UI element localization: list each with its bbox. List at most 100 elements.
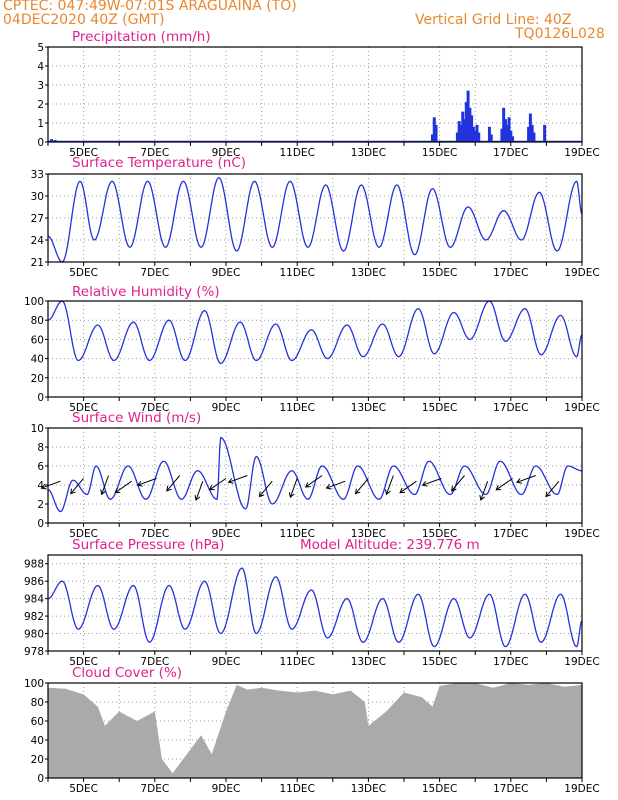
wind-arrow bbox=[41, 480, 61, 489]
x-tick-label: 13DEC bbox=[351, 656, 386, 668]
wind-arrow-head bbox=[385, 489, 391, 496]
header-date: 04DEC2020 40Z (GMT) bbox=[3, 12, 165, 28]
panel-frame bbox=[47, 682, 583, 779]
x-tick-label: 17DEC bbox=[493, 656, 528, 668]
x-tick-label: 13DEC bbox=[351, 528, 386, 540]
y-tick-label: 2 bbox=[37, 99, 44, 111]
precip-bar bbox=[477, 132, 481, 142]
wind-arrow-head bbox=[479, 494, 486, 501]
precip-bar bbox=[543, 124, 547, 142]
panel-title: Precipitation (mm/h) bbox=[72, 29, 211, 45]
wind-arrow bbox=[495, 477, 513, 491]
x-tick-label: 17DEC bbox=[493, 528, 528, 540]
y-tick-label: 3 bbox=[37, 80, 44, 92]
precip-bar bbox=[463, 119, 467, 142]
y-tick-label: 40 bbox=[31, 735, 44, 747]
x-tick-label: 7DEC bbox=[140, 656, 169, 668]
precip-bar bbox=[505, 124, 509, 142]
x-tick-label: 19DEC bbox=[564, 402, 599, 414]
wind-arrow bbox=[195, 481, 204, 501]
wind-arrow bbox=[289, 478, 298, 498]
wind-arrow bbox=[305, 475, 323, 488]
wind-arrow bbox=[386, 475, 394, 495]
wind-arrow-head bbox=[421, 480, 428, 487]
x-tick-label: 7DEC bbox=[140, 402, 169, 414]
x-tick-label: 5DEC bbox=[69, 783, 98, 795]
header-grid-line-note: Vertical Grid Line: 40Z bbox=[415, 12, 572, 28]
precip-bar bbox=[487, 126, 491, 142]
x-tick-label: 13DEC bbox=[351, 267, 386, 279]
precip-bar bbox=[464, 102, 468, 142]
precip-bar bbox=[502, 107, 506, 142]
x-tick-label: 9DEC bbox=[212, 528, 241, 540]
x-tick-label: 19DEC bbox=[564, 528, 599, 540]
x-tick-label: 9DEC bbox=[212, 147, 241, 159]
x-tick-label: 5DEC bbox=[69, 147, 98, 159]
wind-arrow-head bbox=[495, 485, 502, 491]
y-tick-label: 986 bbox=[24, 576, 44, 588]
y-tick-label: 100 bbox=[24, 678, 44, 690]
precip-bar bbox=[528, 113, 532, 142]
y-tick-label: 0 bbox=[37, 773, 44, 785]
y-tick-label: 27 bbox=[31, 213, 44, 225]
y-tick-label: 8 bbox=[37, 442, 44, 454]
y-tick-label: 0 bbox=[37, 392, 44, 404]
x-tick-label: 15DEC bbox=[422, 656, 457, 668]
y-tick-label: 0 bbox=[37, 518, 44, 530]
precip-bar bbox=[500, 128, 504, 142]
x-tick-label: 11DEC bbox=[279, 402, 314, 414]
wind-arrow-head bbox=[70, 488, 76, 495]
wind-arrow-head bbox=[354, 488, 361, 495]
y-tick-label: 21 bbox=[31, 257, 44, 269]
x-tick-label: 7DEC bbox=[140, 147, 169, 159]
wind-arrow-head bbox=[399, 487, 406, 494]
x-tick-label: 5DEC bbox=[69, 402, 98, 414]
line-series bbox=[47, 176, 583, 263]
x-tick-label: 11DEC bbox=[279, 267, 314, 279]
precip-bar bbox=[455, 132, 459, 142]
wind-arrow bbox=[137, 477, 157, 486]
x-tick-label: 13DEC bbox=[351, 402, 386, 414]
precip-bar bbox=[470, 115, 474, 142]
wind-arrow bbox=[228, 475, 248, 483]
wind-arrow-head bbox=[40, 483, 47, 490]
y-tick-label: 33 bbox=[31, 169, 44, 181]
x-tick-label: 17DEC bbox=[493, 267, 528, 279]
precip-bar bbox=[475, 124, 479, 142]
header-station: CPTEC: 047:49W-07:01S ARAGUAINA (TO) bbox=[3, 0, 297, 14]
wind-arrow bbox=[399, 480, 417, 494]
panel-title: Surface Temperature (nC) bbox=[72, 155, 246, 171]
y-tick-label: 982 bbox=[24, 611, 44, 623]
precip-bar bbox=[473, 130, 477, 142]
x-tick-label: 5DEC bbox=[69, 656, 98, 668]
panel-frame bbox=[47, 173, 583, 263]
wind-arrow bbox=[451, 475, 465, 492]
precip-bar bbox=[53, 140, 57, 142]
y-tick-label: 1 bbox=[37, 118, 44, 130]
y-tick-label: 20 bbox=[31, 754, 44, 766]
wind-arrow-head bbox=[545, 491, 551, 498]
wind-arrow bbox=[326, 480, 346, 489]
y-tick-label: 10 bbox=[31, 423, 44, 435]
x-tick-label: 5DEC bbox=[69, 267, 98, 279]
wind-arrow-head bbox=[114, 487, 121, 494]
wind-arrow-head bbox=[100, 489, 106, 496]
precip-bar bbox=[430, 134, 434, 142]
wind-arrow-head bbox=[325, 483, 332, 490]
precip-bar bbox=[507, 117, 511, 142]
panel-title: Cloud Cover (%) bbox=[72, 665, 182, 681]
precip-bar bbox=[468, 107, 472, 142]
precip-bar bbox=[530, 124, 534, 142]
wind-arrow bbox=[355, 478, 369, 494]
header-model-code: TQ0126L028 bbox=[515, 26, 605, 42]
y-tick-label: 2 bbox=[37, 499, 44, 511]
wind-arrow bbox=[70, 478, 84, 494]
y-tick-label: 80 bbox=[31, 315, 44, 327]
precip-bar bbox=[459, 124, 463, 142]
x-tick-label: 17DEC bbox=[493, 402, 528, 414]
wind-arrow-head bbox=[304, 482, 311, 488]
y-tick-label: 6 bbox=[37, 461, 44, 473]
line-series bbox=[47, 436, 583, 513]
cloud-cover-area bbox=[48, 683, 582, 778]
x-tick-label: 15DEC bbox=[422, 528, 457, 540]
